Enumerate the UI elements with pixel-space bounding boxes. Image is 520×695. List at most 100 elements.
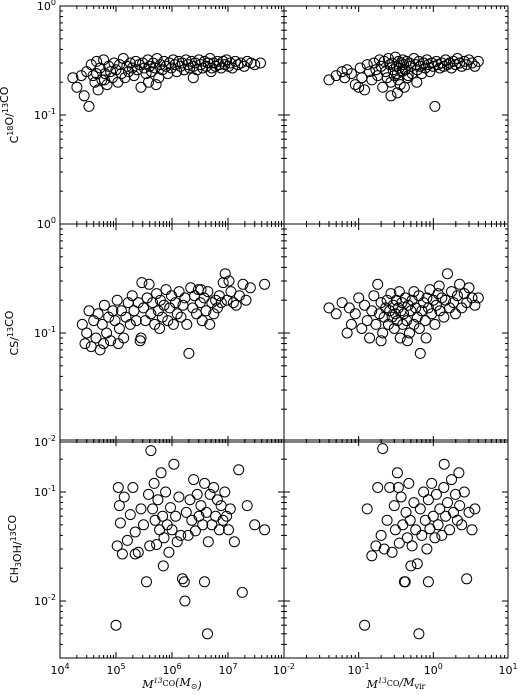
data-point (359, 299, 371, 311)
data-point (197, 519, 209, 531)
data-point (157, 510, 169, 522)
data-point (126, 290, 138, 302)
data-point (156, 64, 168, 76)
data-point (116, 548, 128, 560)
data-point (118, 491, 130, 503)
data-point (124, 318, 136, 330)
data-point (226, 62, 238, 74)
data-point (156, 311, 168, 323)
data-point (187, 302, 199, 314)
data-point (160, 284, 172, 296)
data-point (141, 576, 152, 588)
data-point (90, 332, 102, 344)
data-point (215, 500, 227, 512)
data-point (454, 500, 466, 512)
data-point (448, 297, 459, 309)
data-point (224, 503, 236, 515)
data-point (366, 305, 378, 317)
data-point (241, 500, 253, 512)
data-point (147, 503, 159, 515)
data-point (129, 526, 141, 538)
data-point (353, 292, 365, 304)
data-point (377, 443, 389, 455)
data-point (469, 299, 481, 311)
data-point (448, 506, 459, 518)
data-point (413, 323, 425, 334)
data-point (173, 491, 185, 503)
data-point (138, 302, 149, 314)
data-point (399, 292, 411, 304)
data-point (210, 510, 222, 522)
data-point (228, 536, 240, 548)
data-point (419, 315, 431, 327)
data-point (96, 318, 108, 330)
data-point (98, 74, 110, 86)
data-point (244, 282, 256, 294)
data-point (105, 335, 117, 347)
data-point (386, 311, 398, 323)
data-point (421, 543, 433, 555)
data-point (175, 311, 187, 323)
data-point (169, 297, 181, 309)
data-point (436, 292, 448, 304)
panel-frame (59, 223, 285, 443)
data-point (121, 60, 133, 72)
data-point (151, 53, 163, 64)
data-point (382, 318, 394, 330)
data-point (349, 79, 361, 91)
data-point (259, 278, 271, 290)
data-point (359, 84, 371, 96)
data-point (361, 503, 373, 515)
data-point (364, 332, 376, 344)
data-point (114, 59, 126, 71)
data-point (112, 338, 124, 350)
data-point (414, 60, 426, 72)
data-point (143, 278, 155, 290)
data-point (393, 537, 405, 549)
data-points (76, 268, 271, 359)
panel-r0-c0: 100 10-1 (34, 0, 285, 225)
data-point (463, 282, 475, 294)
y-axis-label: CS/13CO (3, 310, 21, 355)
data-point (434, 503, 446, 515)
data-point (92, 308, 104, 320)
data-point (339, 72, 351, 84)
data-point (229, 55, 241, 67)
data-point (442, 59, 453, 71)
data-point (343, 302, 355, 314)
data-point (199, 477, 211, 489)
data-point (81, 327, 93, 339)
data-point (395, 491, 407, 503)
data-point (391, 315, 403, 327)
data-point (158, 299, 170, 311)
data-point (221, 54, 233, 66)
data-point (361, 59, 373, 71)
data-point (345, 318, 357, 330)
data-point (410, 59, 422, 71)
data-point (233, 464, 245, 476)
data-point (152, 494, 164, 506)
data-point (397, 318, 409, 330)
data-point (416, 305, 428, 317)
data-point (446, 286, 457, 298)
panel-frame (283, 5, 509, 225)
data-point (113, 323, 125, 334)
data-point (149, 514, 161, 526)
data-point (416, 529, 428, 541)
data-point (91, 68, 103, 80)
data-point (219, 486, 231, 498)
data-point (472, 55, 484, 67)
data-point (83, 100, 95, 112)
axis-ticks (283, 6, 508, 225)
data-point (394, 332, 406, 344)
data-point (113, 500, 125, 512)
data-point (433, 280, 445, 292)
data-point (456, 519, 468, 531)
data-point (349, 308, 361, 320)
data-point (440, 54, 452, 66)
data-point (466, 292, 478, 304)
data-point (169, 59, 181, 71)
data-point (401, 532, 413, 544)
data-point (427, 510, 439, 522)
data-point (393, 286, 405, 298)
